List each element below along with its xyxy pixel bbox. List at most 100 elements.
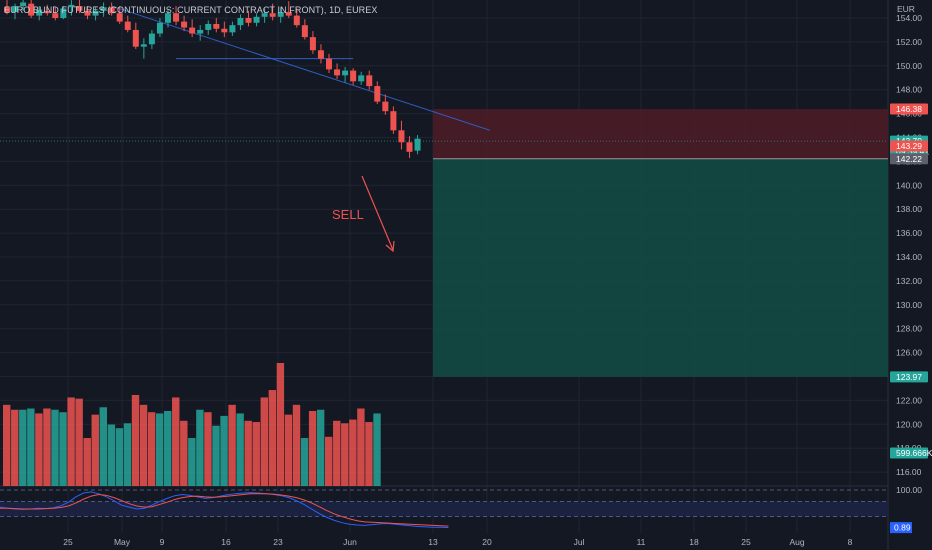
volume-bar bbox=[236, 413, 244, 486]
volume-bar bbox=[83, 438, 91, 486]
time-tick-label: 9 bbox=[160, 537, 165, 547]
rsi-band-fill bbox=[0, 501, 888, 517]
price-tag-label: 599.666K bbox=[896, 448, 932, 458]
volume-bar bbox=[139, 404, 148, 486]
volume-bar bbox=[284, 414, 293, 486]
price-tag-bg bbox=[890, 371, 928, 383]
time-tick-label: 25 bbox=[741, 537, 751, 547]
price-tick-label: 126.00 bbox=[896, 348, 922, 358]
volume-bar bbox=[316, 409, 325, 486]
volume-bar bbox=[244, 420, 252, 486]
candle-body bbox=[12, 6, 19, 13]
candle-body bbox=[100, 7, 107, 11]
price-tag-bg bbox=[890, 103, 928, 115]
volume-bar bbox=[365, 422, 373, 486]
volume-bar bbox=[325, 436, 333, 486]
volume-bar bbox=[188, 438, 196, 486]
price-tick-label: 120.00 bbox=[896, 419, 922, 429]
time-tick-label: Jul bbox=[574, 537, 585, 547]
candle-body bbox=[374, 86, 381, 102]
candle-body bbox=[293, 15, 300, 26]
volume-bar bbox=[123, 423, 132, 486]
price-tick-label: 136.00 bbox=[896, 228, 922, 238]
time-tick-label: 23 bbox=[273, 537, 283, 547]
volume-bar bbox=[107, 424, 116, 486]
volume-bar bbox=[300, 438, 309, 486]
stop-loss-zone bbox=[433, 109, 888, 159]
candle-body bbox=[253, 16, 260, 23]
candle-body bbox=[334, 69, 341, 76]
volume-bar bbox=[11, 409, 19, 486]
candle-body bbox=[60, 8, 67, 18]
volume-bar bbox=[196, 409, 204, 486]
price-tag-bg bbox=[890, 153, 928, 165]
candle-body bbox=[326, 58, 332, 70]
trendlines bbox=[111, 5, 491, 131]
volume-bar bbox=[164, 410, 172, 486]
price-tick-label: 122.00 bbox=[896, 395, 922, 405]
volume-bar bbox=[35, 413, 43, 486]
volume-bar bbox=[3, 404, 11, 486]
rsi-tag-label: 0.89 bbox=[894, 523, 911, 533]
candle-body bbox=[36, 9, 43, 16]
candle-body bbox=[92, 10, 99, 16]
candle-body bbox=[124, 21, 131, 30]
price-tick-label: 152.00 bbox=[896, 37, 922, 47]
volume-bar bbox=[204, 412, 212, 486]
candle-body bbox=[181, 21, 188, 28]
time-tick-label: 18 bbox=[689, 537, 699, 547]
price-tick-label: 116.00 bbox=[896, 467, 922, 477]
candle-body bbox=[4, 7, 10, 13]
candle-body bbox=[140, 44, 147, 47]
price-tags: 146.38143.7009:39:41143.29142.22123.9759… bbox=[890, 103, 932, 534]
price-tick-label: 132.00 bbox=[896, 276, 922, 286]
volume-bar bbox=[276, 363, 285, 486]
candle-body bbox=[132, 29, 139, 47]
volume-bar bbox=[180, 420, 188, 486]
price-tick-label: 130.00 bbox=[896, 300, 922, 310]
candle-body bbox=[165, 13, 171, 23]
candle-body bbox=[44, 10, 51, 14]
candle-body bbox=[382, 101, 389, 112]
candle-body bbox=[173, 13, 180, 22]
price-tick-label: 150.00 bbox=[896, 61, 922, 71]
time-axis: 25 May 9 16 23 Jun 13 20 Jul 11 18 25 Aug 8 bbox=[63, 537, 852, 547]
volume-bar bbox=[373, 413, 381, 486]
price-tick-label: 154.00 bbox=[896, 13, 922, 23]
candle-body bbox=[309, 37, 316, 51]
time-tick-label: Aug bbox=[789, 537, 804, 547]
volume-bar bbox=[27, 408, 35, 486]
volume-bar bbox=[341, 423, 349, 486]
candle-body bbox=[116, 13, 123, 22]
volume-bar bbox=[220, 415, 228, 486]
take-profit-zone bbox=[433, 158, 888, 377]
sell-arrow-line bbox=[361, 175, 394, 251]
price-axis: EUR154.00152.00150.00148.00146.00144.001… bbox=[896, 4, 922, 495]
price-tick-label: 140.00 bbox=[896, 180, 922, 190]
rsi-tag-bg bbox=[890, 522, 912, 534]
volume-bar bbox=[252, 422, 260, 486]
candle-body bbox=[269, 13, 276, 17]
volume-bar bbox=[357, 408, 365, 486]
candle-body bbox=[366, 75, 373, 87]
volume-bar bbox=[349, 419, 357, 486]
volume-bar bbox=[99, 407, 107, 486]
price-tick-label: 128.00 bbox=[896, 324, 922, 334]
trendline bbox=[111, 5, 491, 131]
volume-bar bbox=[43, 408, 51, 486]
volume-bar bbox=[308, 410, 317, 486]
sell-label: SELL bbox=[332, 207, 364, 222]
candle-body bbox=[76, 6, 83, 11]
volume-bar bbox=[147, 412, 156, 486]
candle-body bbox=[221, 28, 228, 33]
rsi-pane bbox=[0, 489, 888, 529]
candle-body bbox=[68, 4, 75, 8]
volume-bar bbox=[59, 412, 67, 486]
sell-annotation: SELL bbox=[332, 175, 395, 253]
volume-bar bbox=[19, 409, 27, 486]
volume-bar bbox=[51, 409, 59, 486]
volume-bar bbox=[131, 394, 140, 486]
time-tick-label: May bbox=[114, 537, 131, 547]
